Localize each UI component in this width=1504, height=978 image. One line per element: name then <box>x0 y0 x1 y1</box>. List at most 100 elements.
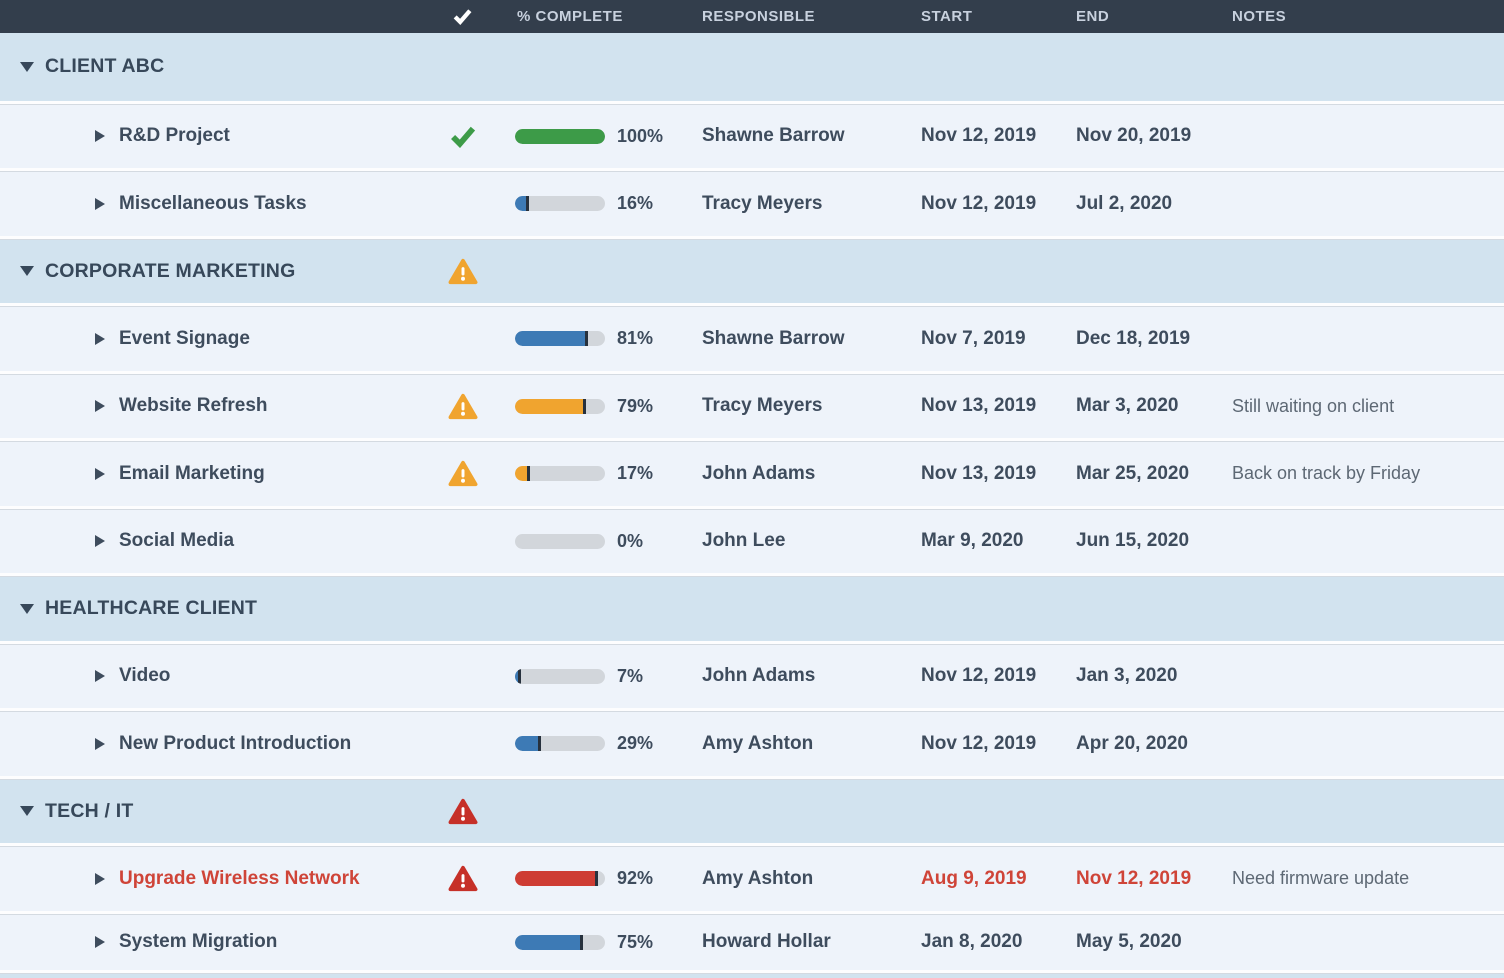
group-status-cell[interactable] <box>445 33 480 101</box>
percent-complete-cell[interactable] <box>480 915 605 971</box>
task-status-cell[interactable] <box>445 915 480 971</box>
task-row[interactable]: R&D Project 100% Shawne Barrow Nov 12, 2019… <box>0 103 1504 169</box>
percent-label-cell[interactable]: 92% <box>605 847 702 911</box>
task-name-cell[interactable]: Video <box>0 645 445 709</box>
notes-cell[interactable]: Still waiting on client <box>1232 375 1504 439</box>
task-name-cell[interactable]: System Migration <box>0 915 445 971</box>
task-row[interactable]: Email Marketing 17% John Adams Nov 13, 2019… <box>0 441 1504 506</box>
percent-label-cell[interactable]: 7% <box>605 645 702 709</box>
start-date-cell[interactable]: Aug 9, 2019 <box>921 847 1076 911</box>
percent-label-cell[interactable]: 79% <box>605 375 702 439</box>
responsible-cell[interactable]: Tracy Meyers <box>702 172 921 236</box>
expand-toggle-icon[interactable] <box>95 936 105 949</box>
percent-complete-cell[interactable] <box>480 645 605 709</box>
end-date-cell[interactable]: Jan 3, 2020 <box>1076 645 1232 709</box>
end-date-cell[interactable]: Jun 15, 2020 <box>1076 510 1232 574</box>
task-name-cell[interactable]: Email Marketing <box>0 442 445 506</box>
column-header-start[interactable]: START <box>921 8 973 25</box>
task-row[interactable]: Website Refresh 79% Tracy Meyers Nov 13, 20… <box>0 373 1504 439</box>
start-date-cell[interactable]: Nov 12, 2019 <box>921 105 1076 169</box>
task-row[interactable]: Miscellaneous Tasks 16% Tracy Meyers Nov 12… <box>0 171 1504 236</box>
percent-label-cell[interactable]: 29% <box>605 712 702 776</box>
task-name-cell[interactable]: Upgrade Wireless Network <box>0 847 445 911</box>
collapse-toggle-icon[interactable] <box>20 603 34 614</box>
responsible-cell[interactable]: John Adams <box>702 442 921 506</box>
task-row[interactable]: Video 7% John Adams Nov 12, 2019 Jan 3, 2020 <box>0 643 1504 709</box>
group-row[interactable]: TECH / IT <box>0 778 1504 843</box>
responsible-cell[interactable]: Shawne Barrow <box>702 307 921 371</box>
notes-cell[interactable] <box>1232 307 1504 371</box>
end-date-cell[interactable]: Nov 20, 2019 <box>1076 105 1232 169</box>
percent-label-cell[interactable]: 75% <box>605 915 702 971</box>
responsible-cell[interactable]: Amy Ashton <box>702 847 921 911</box>
expand-toggle-icon[interactable] <box>95 872 105 885</box>
start-date-cell[interactable]: Mar 9, 2020 <box>921 510 1076 574</box>
percent-label-cell[interactable]: 0% <box>605 510 702 574</box>
task-status-cell[interactable] <box>445 645 480 709</box>
group-row[interactable]: HEALTHCARE CLIENT <box>0 576 1504 641</box>
percent-label-cell[interactable]: 16% <box>605 172 702 236</box>
notes-cell[interactable] <box>1232 712 1504 776</box>
expand-toggle-icon[interactable] <box>95 130 105 143</box>
percent-complete-cell[interactable] <box>480 172 605 236</box>
percent-complete-cell[interactable] <box>480 442 605 506</box>
expand-toggle-icon[interactable] <box>95 535 105 548</box>
task-status-cell[interactable] <box>445 712 480 776</box>
column-header-task[interactable] <box>0 0 445 33</box>
expand-toggle-icon[interactable] <box>95 737 105 750</box>
task-status-cell[interactable] <box>445 442 480 506</box>
task-name-cell[interactable]: R&D Project <box>0 105 445 169</box>
end-date-cell[interactable]: Dec 18, 2019 <box>1076 307 1232 371</box>
group-name-cell[interactable]: HEALTHCARE CLIENT <box>0 577 445 641</box>
notes-cell[interactable] <box>1232 105 1504 169</box>
end-date-cell[interactable]: Jul 2, 2020 <box>1076 172 1232 236</box>
collapse-toggle-icon[interactable] <box>20 806 34 817</box>
responsible-cell[interactable]: John Lee <box>702 510 921 574</box>
next-group-row-partial[interactable] <box>0 973 1504 978</box>
expand-toggle-icon[interactable] <box>95 332 105 345</box>
notes-cell[interactable] <box>1232 510 1504 574</box>
task-name-cell[interactable]: Miscellaneous Tasks <box>0 172 445 236</box>
end-date-cell[interactable]: Mar 25, 2020 <box>1076 442 1232 506</box>
group-name-cell[interactable]: CLIENT ABC <box>0 33 445 101</box>
responsible-cell[interactable]: John Adams <box>702 645 921 709</box>
task-status-cell[interactable] <box>445 172 480 236</box>
group-row[interactable]: CORPORATE MARKETING <box>0 238 1504 304</box>
column-header-responsible[interactable]: RESPONSIBLE <box>702 8 816 25</box>
task-status-cell[interactable] <box>445 847 480 911</box>
percent-label-cell[interactable]: 100% <box>605 105 702 169</box>
notes-cell[interactable]: Back on track by Friday <box>1232 442 1504 506</box>
percent-complete-cell[interactable] <box>480 712 605 776</box>
collapse-toggle-icon[interactable] <box>20 266 34 277</box>
expand-toggle-icon[interactable] <box>95 467 105 480</box>
task-row[interactable]: Upgrade Wireless Network 92% Amy Ashton Aug… <box>0 846 1504 911</box>
expand-toggle-icon[interactable] <box>95 197 105 210</box>
start-date-cell[interactable]: Nov 13, 2019 <box>921 442 1076 506</box>
start-date-cell[interactable]: Nov 12, 2019 <box>921 172 1076 236</box>
task-row[interactable]: Event Signage 81% Shawne Barrow Nov 7, 2019… <box>0 306 1504 371</box>
start-date-cell[interactable]: Nov 12, 2019 <box>921 645 1076 709</box>
task-status-cell[interactable] <box>445 375 480 439</box>
task-row[interactable]: Social Media 0% John Lee Mar 9, 2020 Jun 15,… <box>0 508 1504 574</box>
percent-complete-cell[interactable] <box>480 307 605 371</box>
task-name-cell[interactable]: Website Refresh <box>0 375 445 439</box>
start-date-cell[interactable]: Nov 13, 2019 <box>921 375 1076 439</box>
group-status-cell[interactable] <box>445 577 480 641</box>
notes-cell[interactable] <box>1232 915 1504 971</box>
percent-label-cell[interactable]: 17% <box>605 442 702 506</box>
percent-complete-cell[interactable] <box>480 105 605 169</box>
percent-complete-cell[interactable] <box>480 847 605 911</box>
task-name-cell[interactable]: New Product Introduction <box>0 712 445 776</box>
notes-cell[interactable] <box>1232 172 1504 236</box>
percent-label-cell[interactable]: 81% <box>605 307 702 371</box>
task-status-cell[interactable] <box>445 307 480 371</box>
start-date-cell[interactable]: Jan 8, 2020 <box>921 915 1076 971</box>
task-row[interactable]: System Migration 75% Howard Hollar Jan 8, 2… <box>0 913 1504 971</box>
responsible-cell[interactable]: Howard Hollar <box>702 915 921 971</box>
end-date-cell[interactable]: May 5, 2020 <box>1076 915 1232 971</box>
end-date-cell[interactable]: Apr 20, 2020 <box>1076 712 1232 776</box>
column-header-notes[interactable]: NOTES <box>1232 8 1287 25</box>
column-header-status[interactable] <box>445 0 480 33</box>
percent-complete-cell[interactable] <box>480 375 605 439</box>
group-status-cell[interactable] <box>445 240 480 304</box>
